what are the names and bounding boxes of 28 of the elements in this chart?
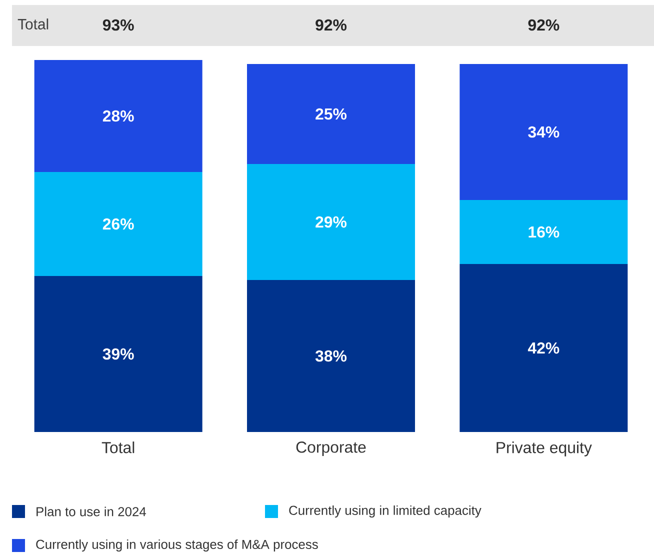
bar [247, 280, 416, 432]
data-label: 34% [528, 126, 560, 138]
data-label: 16% [528, 226, 560, 238]
x-tick-label: Private equity [496, 442, 592, 456]
x-tick-label: Corporate [296, 442, 366, 456]
data-label: 28% [102, 110, 134, 122]
legend-label: Currently using in limited capacity [289, 505, 482, 518]
bar [34, 172, 202, 276]
total-label: 92% [528, 19, 560, 31]
bar [460, 264, 628, 432]
total-label: 92% [316, 19, 347, 31]
data-label: 29% [316, 216, 347, 228]
data-label: 39% [102, 348, 134, 360]
data-label: 38% [315, 350, 347, 362]
bar [460, 200, 628, 264]
bar [34, 276, 202, 432]
bar [34, 60, 202, 172]
bar [247, 164, 416, 280]
data-label: 26% [102, 218, 134, 230]
bar [460, 64, 628, 200]
data-label: 25% [316, 108, 347, 120]
text: Total [18, 18, 48, 30]
x-tick-label: Total [102, 442, 134, 454]
legend-label: Plan to use in 2024 [36, 506, 146, 516]
total-label: 93% [102, 19, 134, 31]
bar [247, 64, 416, 164]
legend-label: Currently using in various stages of M&A process [36, 539, 318, 552]
data-label: 42% [528, 342, 560, 354]
